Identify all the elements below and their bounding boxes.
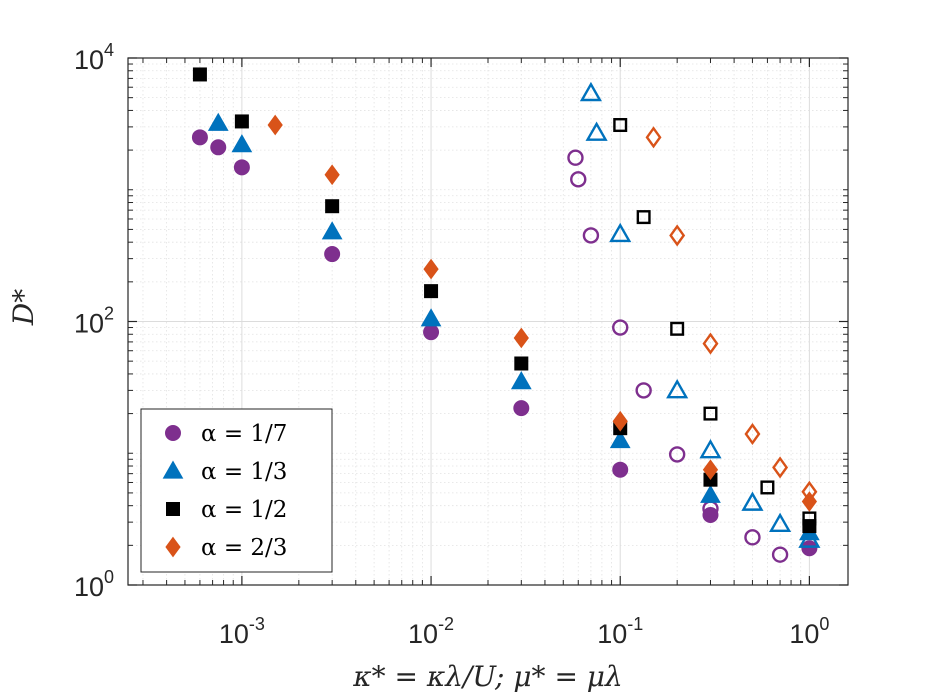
data-point-filled bbox=[192, 67, 207, 82]
data-point-filled bbox=[324, 246, 341, 263]
data-point-filled bbox=[420, 308, 442, 327]
x-axis-label: κ* = κλ/U; μ* = μλ bbox=[352, 660, 623, 693]
legend-entry-label: α = 1/2 bbox=[201, 497, 287, 523]
y-axis-label: D* bbox=[7, 289, 40, 326]
data-point-open bbox=[635, 382, 652, 399]
legend-marker bbox=[165, 536, 181, 558]
data-point-filled bbox=[233, 159, 250, 176]
data-point-open bbox=[760, 480, 775, 495]
legend-marker bbox=[165, 425, 181, 441]
x-tick-label: 10-1 bbox=[597, 614, 643, 649]
data-point-open bbox=[645, 126, 662, 149]
data-point-open bbox=[666, 378, 689, 399]
data-point-filled bbox=[612, 461, 629, 478]
data-point-filled bbox=[231, 134, 253, 153]
data-point-open bbox=[744, 529, 761, 546]
data-point-open bbox=[699, 439, 722, 459]
data-point-filled bbox=[801, 540, 818, 557]
data-point-open bbox=[636, 210, 651, 225]
data-point-open bbox=[612, 319, 629, 336]
data-point-open bbox=[579, 81, 602, 102]
data-point-open bbox=[613, 118, 628, 133]
x-tick-label: 10-3 bbox=[219, 614, 265, 649]
data-points bbox=[191, 67, 821, 563]
data-point-open bbox=[744, 422, 761, 446]
data-point-open bbox=[798, 528, 821, 548]
data-point-filled bbox=[423, 324, 440, 341]
data-point-open bbox=[570, 171, 587, 188]
data-point-open bbox=[702, 332, 719, 355]
data-point-filled bbox=[191, 129, 208, 146]
axis-ticks bbox=[128, 57, 848, 586]
x-tick-label: 100 bbox=[789, 614, 829, 649]
data-point-open bbox=[669, 224, 686, 247]
data-point-filled bbox=[510, 371, 532, 390]
legend: α = 1/7 α = 1/3 α = 1/2 α = 2/3 bbox=[140, 408, 333, 573]
data-point-filled bbox=[325, 199, 340, 214]
data-point-filled bbox=[423, 258, 439, 280]
data-point-filled bbox=[207, 112, 229, 131]
data-point-open bbox=[802, 511, 817, 526]
data-point-open bbox=[769, 512, 792, 533]
y-tick-label: 100 bbox=[74, 567, 114, 602]
data-point-filled bbox=[324, 164, 340, 186]
data-point-open bbox=[771, 546, 789, 563]
legend-marker bbox=[162, 460, 184, 479]
data-point-open bbox=[741, 491, 764, 511]
data-point-filled bbox=[700, 484, 721, 503]
y-tick-label: 102 bbox=[74, 304, 114, 339]
y-tick-labels: 100 102 104 bbox=[74, 40, 114, 602]
data-point-filled bbox=[612, 410, 628, 432]
data-point-open bbox=[703, 406, 718, 421]
data-point-filled bbox=[267, 114, 283, 136]
data-point-filled bbox=[609, 429, 631, 449]
data-point-filled bbox=[210, 139, 227, 156]
x-tick-labels: 10-3 10-2 10-1 100 bbox=[219, 614, 830, 649]
data-point-open bbox=[670, 321, 685, 336]
data-point-open bbox=[801, 480, 818, 503]
data-point-open bbox=[772, 456, 789, 479]
legend-entry-label: α = 1/7 bbox=[201, 421, 287, 447]
data-point-filled bbox=[514, 356, 529, 371]
data-point-filled bbox=[513, 327, 529, 349]
data-point-open bbox=[585, 121, 608, 141]
data-point-open bbox=[567, 149, 584, 166]
x-tick-label: 10-2 bbox=[408, 614, 454, 649]
legend-marker bbox=[166, 502, 180, 516]
data-point-filled bbox=[234, 114, 249, 129]
data-point-filled bbox=[702, 459, 719, 481]
legend-entry-label: α = 1/3 bbox=[201, 459, 287, 485]
data-point-open bbox=[668, 446, 686, 463]
data-point-open bbox=[582, 227, 600, 244]
data-point-filled bbox=[513, 400, 530, 417]
data-point-filled bbox=[424, 284, 439, 299]
y-tick-label: 104 bbox=[74, 40, 114, 75]
data-point-filled bbox=[321, 221, 343, 240]
data-point-filled bbox=[802, 519, 817, 534]
data-point-open bbox=[609, 222, 632, 243]
legend-entry-label: α = 2/3 bbox=[201, 535, 287, 561]
